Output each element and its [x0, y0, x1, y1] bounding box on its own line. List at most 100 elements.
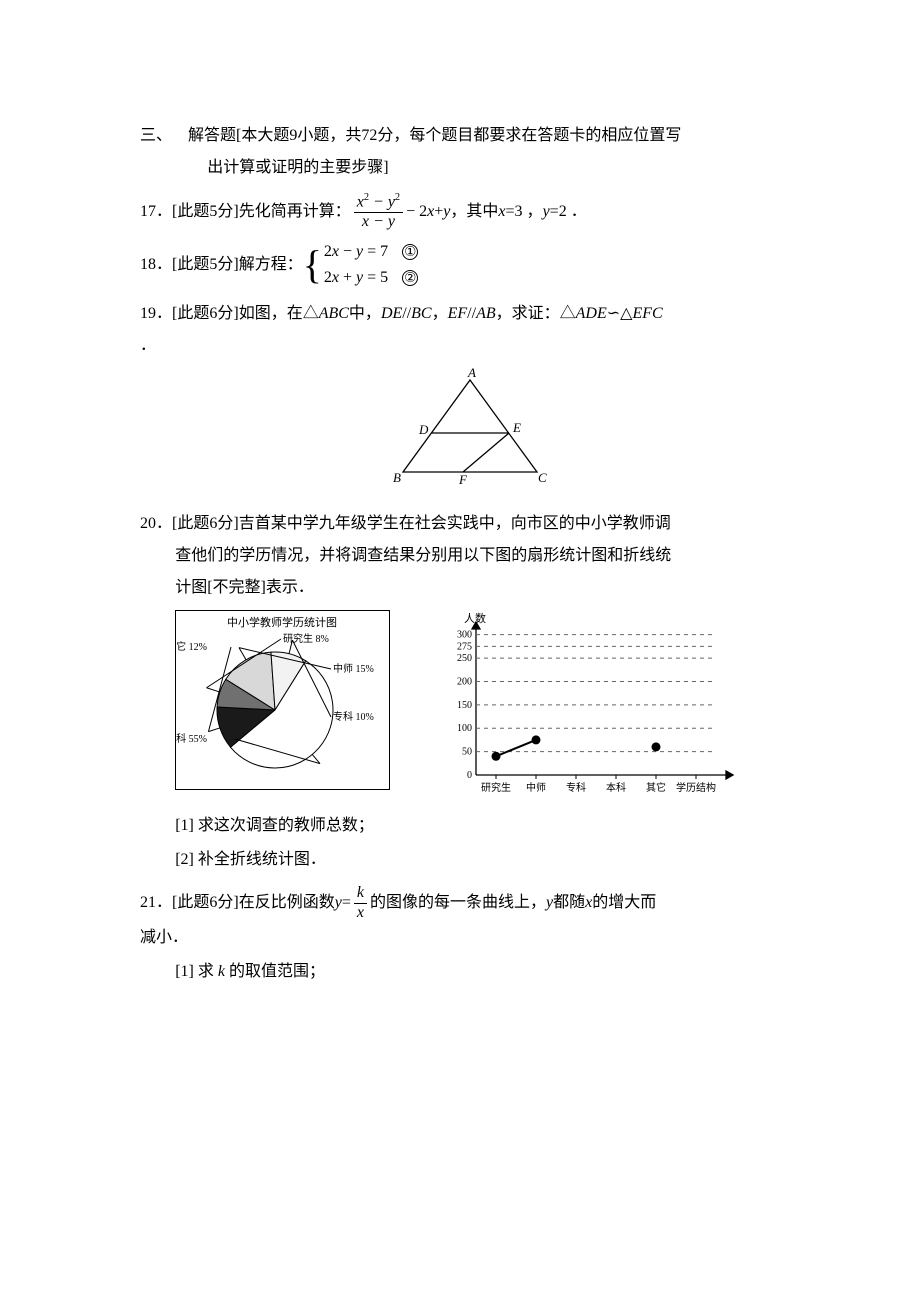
q17-xvar: x: [498, 196, 505, 228]
section-title-2: 出计算或证明的主要步骤]: [140, 152, 800, 184]
question-21: 21． [此题6分] 在反比例函数 y = k x 的图像的每一条曲线上， y …: [140, 884, 800, 988]
lbl-E: E: [512, 420, 521, 435]
section-label: 三、: [140, 127, 172, 144]
q21-t1: 在反比例函数: [239, 887, 335, 919]
q21-eq: =: [342, 887, 351, 919]
question-18: 18． [此题5分] 解方程： { 2x − y = 7 ① 2x + y = …: [140, 239, 800, 290]
q21-sub1a: [1] 求: [175, 963, 218, 980]
q18-r1-x: x: [332, 243, 339, 260]
q18-number: 18．: [140, 249, 172, 281]
q18-lead: 解方程：: [239, 249, 303, 281]
svg-text:其它: 其它: [646, 781, 666, 794]
svg-text:本科 55%: 本科 55%: [175, 732, 207, 745]
q21-number: 21．: [140, 887, 172, 919]
q18-tag: [此题5分]: [172, 249, 239, 281]
q17-lead: 先化简再计算：: [239, 196, 351, 228]
q18-r2-e: = 5: [363, 269, 388, 286]
q18-r2-x: x: [332, 269, 339, 286]
q19-dot: ．: [140, 330, 800, 362]
svg-text:200: 200: [457, 677, 472, 688]
q20-sub1: [1] 求这次调查的教师总数；: [140, 810, 800, 842]
pie-chart: 中小学教师学历统计图 其它 12%研究生 8%中师 15%专科 10%本科 55…: [175, 610, 390, 790]
q19-ef: EF: [448, 298, 468, 330]
svg-text:研究生: 研究生: [481, 781, 511, 794]
q19-de: DE: [381, 298, 402, 330]
svg-text:研究生 8%: 研究生 8%: [283, 632, 329, 645]
q21-y: y: [335, 887, 342, 919]
q21-y2: y: [546, 887, 553, 919]
q19-t3: ，求证：△: [496, 298, 576, 330]
q20-tag: [此题6分]: [172, 508, 239, 540]
svg-text:0: 0: [467, 770, 472, 781]
q21-t3: 都随: [553, 887, 585, 919]
section-header: 三、 解答题[本大题9小题，共72分，每个题目都要求在答题卡的相应位置写 出计算…: [140, 120, 800, 184]
lbl-F: F: [458, 472, 468, 487]
question-19: 19． [此题6分] 如图，在△ABC中，DE // BC，EF // AB，求…: [140, 298, 800, 500]
q18-r1-m: −: [339, 243, 356, 260]
q19-ab: AB: [476, 298, 496, 330]
q17-tag: [此题5分]: [172, 196, 239, 228]
triangle-diagram: A D E B F C: [385, 368, 555, 488]
q20-sub2: [2] 补全折线统计图．: [140, 844, 800, 876]
q19-t1: 如图，在△: [239, 298, 319, 330]
question-17: 17． [此题5分] 先化简再计算： x2 − y2 x − y − 2x + …: [140, 192, 800, 231]
svg-text:中师: 中师: [526, 781, 546, 794]
q19-number: 19．: [140, 298, 172, 330]
q19-par1: //: [402, 298, 411, 330]
svg-text:专科 10%: 专科 10%: [333, 710, 374, 723]
lbl-D: D: [418, 422, 429, 437]
svg-text:本科: 本科: [606, 781, 626, 794]
q19-ade: ADE: [576, 298, 607, 330]
svg-text:275: 275: [457, 642, 472, 653]
q18-r1-2: 2: [324, 243, 332, 260]
section-title-1: 解答题[本大题9小题，共72分，每个题目都要求在答题卡的相应位置写: [188, 127, 681, 144]
q20-l2: 查他们的学历情况，并将调查结果分别用以下图的扇形统计图和折线统: [140, 540, 800, 572]
q21-kvar: k: [218, 963, 225, 980]
q17-mid: ，其中: [450, 196, 498, 228]
q21-t4: 的增大而: [592, 887, 656, 919]
q21-k: k: [354, 884, 367, 903]
q17-frac-y1: y: [388, 193, 395, 210]
q21-line2: 减小．: [140, 922, 800, 954]
q17-x: x: [427, 196, 434, 228]
svg-text:其它 12%: 其它 12%: [175, 640, 207, 653]
svg-text:300: 300: [457, 630, 472, 641]
q17-frac-y2: y: [388, 213, 395, 230]
svg-text:专科: 专科: [566, 781, 586, 794]
q17-y: y: [443, 196, 450, 228]
lbl-A: A: [467, 368, 476, 380]
q21-tag: [此题6分]: [172, 887, 239, 919]
q19-abc: ABC: [319, 298, 349, 330]
svg-text:150: 150: [457, 700, 472, 711]
q17-frac-x2: x: [362, 213, 369, 230]
q17-fraction: x2 − y2 x − y: [354, 192, 403, 231]
q19-tef: △: [620, 298, 632, 330]
q17-xeq: =3 ，: [506, 196, 543, 228]
q18-r2-m: +: [339, 269, 356, 286]
q18-r2-2: 2: [324, 269, 332, 286]
q17-plus: +: [434, 196, 443, 228]
q19-tag: [此题6分]: [172, 298, 239, 330]
svg-text:学历结构: 学历结构: [676, 781, 716, 794]
q18-eq2: 2x + y = 5 ②: [324, 265, 419, 291]
q18-circ-2: ②: [402, 270, 418, 286]
q19-c1: ，: [432, 298, 448, 330]
q20-charts: 中小学教师学历统计图 其它 12%研究生 8%中师 15%专科 10%本科 55…: [140, 610, 800, 800]
question-20: 20． [此题6分] 吉首某中学九年级学生在社会实践中，向市区的中小学教师调 查…: [140, 508, 800, 876]
q17-tail-1: − 2: [406, 196, 427, 228]
q21-sub1b: 的取值范围；: [225, 963, 325, 980]
svg-text:250: 250: [457, 653, 472, 664]
q18-r1-e: = 7: [363, 243, 388, 260]
q19-bc: BC: [411, 298, 431, 330]
q19-efc: EFC: [632, 298, 662, 330]
svg-text:50: 50: [462, 747, 472, 758]
q19-par2: //: [467, 298, 476, 330]
q21-frac: k x: [354, 884, 367, 922]
q21-x: x: [354, 904, 367, 922]
lbl-B: B: [393, 470, 401, 485]
svg-text:100: 100: [457, 724, 472, 735]
q18-circ-1: ①: [402, 244, 418, 260]
q19-figure: A D E B F C: [140, 368, 800, 500]
q17-frac-x1: x: [357, 193, 364, 210]
pie-title: 中小学教师学历统计图: [227, 615, 337, 629]
